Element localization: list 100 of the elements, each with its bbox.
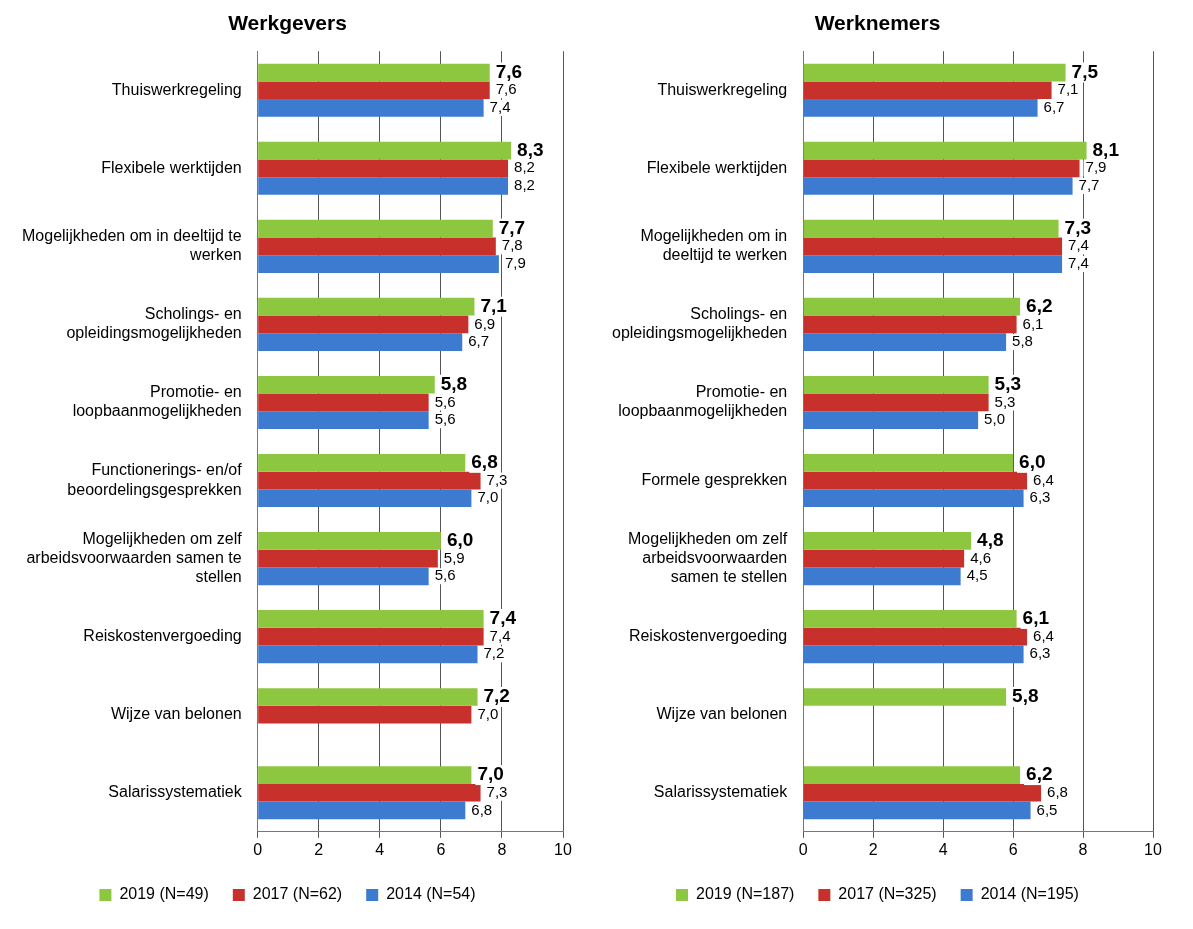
- bar: [803, 333, 1007, 351]
- x-tick-label: 10: [1144, 840, 1162, 858]
- data-label: 7,2: [483, 685, 510, 707]
- data-label: 7,1: [480, 294, 508, 316]
- data-label: 6,8: [1047, 782, 1068, 800]
- data-label: 4,5: [966, 566, 988, 584]
- bar: [258, 766, 472, 784]
- y-tick-label: Wijze van belonen: [656, 705, 788, 723]
- data-label: 7,1: [1057, 80, 1079, 98]
- data-label: 6,2: [1026, 294, 1053, 316]
- bar: [258, 333, 463, 351]
- bar: [803, 315, 1017, 334]
- data-label: 7,3: [486, 470, 508, 488]
- data-label: 7,4: [489, 626, 511, 644]
- bar: [803, 177, 1073, 195]
- bar: [258, 297, 475, 316]
- data-label: 8,2: [514, 176, 535, 194]
- bar: [258, 393, 429, 412]
- data-label: 7,3: [1064, 216, 1091, 238]
- data-label: 6,7: [1043, 98, 1065, 116]
- data-label: 5,6: [434, 566, 456, 584]
- data-label: 5,8: [440, 373, 468, 395]
- x-tick-label: 0: [253, 840, 263, 858]
- bar: [258, 219, 493, 238]
- bar: [803, 567, 961, 586]
- x-tick-label: 2: [868, 840, 878, 858]
- data-label: 6,1: [1022, 607, 1050, 629]
- data-label: 8,3: [517, 138, 544, 160]
- data-label: 6,2: [1026, 763, 1053, 785]
- y-tick-label: Scholings- en opleidingsmogelijkheden: [66, 305, 242, 342]
- bar: [803, 237, 1063, 256]
- bar: [803, 99, 1038, 117]
- bar: [258, 411, 429, 430]
- data-label: 7,4: [489, 607, 517, 629]
- data-label: 7,4: [489, 98, 511, 116]
- y-tick-label: Reiskostenvergoeding: [83, 627, 242, 645]
- bar: [258, 610, 484, 628]
- y-tick-label: Thuiswerkregeling: [111, 80, 242, 98]
- bar: [803, 489, 1024, 508]
- x-tick-label: 0: [798, 840, 808, 858]
- bar: [803, 411, 979, 430]
- data-label: 7,4: [1068, 236, 1089, 254]
- data-label: 7,2: [483, 644, 505, 662]
- bar: [258, 489, 472, 508]
- data-label: 6,4: [1033, 470, 1054, 488]
- bar: [258, 453, 466, 472]
- bar: [803, 766, 1021, 784]
- data-label: 8,2: [514, 158, 535, 176]
- legend-label: 2017 (N=62): [252, 885, 343, 903]
- data-label: 7,5: [1071, 60, 1099, 82]
- bar: [258, 81, 490, 100]
- bar: [803, 81, 1052, 100]
- x-tick-label: 2: [314, 840, 324, 858]
- data-label: 5,6: [434, 392, 456, 410]
- data-label: 7,4: [1068, 254, 1089, 272]
- bar: [803, 255, 1063, 273]
- data-label: 5,9: [443, 548, 465, 566]
- bar: [803, 159, 1080, 178]
- y-tick-label: Functionerings- en/of beoordelingsgesprekken: [67, 461, 243, 498]
- bar: [803, 801, 1031, 820]
- bar: [803, 783, 1042, 802]
- x-tick-label: 6: [1008, 840, 1018, 858]
- bar: [803, 219, 1059, 238]
- bar: [258, 801, 466, 820]
- data-label: 6,3: [1029, 644, 1051, 662]
- x-tick-label: 10: [554, 840, 572, 858]
- data-label: 7,0: [477, 704, 499, 722]
- bar: [803, 141, 1087, 160]
- data-label: 6,3: [1029, 488, 1051, 506]
- data-label: 6,7: [468, 332, 490, 350]
- data-label: 5,3: [994, 392, 1016, 410]
- bar: [258, 688, 478, 706]
- data-label: 6,0: [1019, 451, 1046, 473]
- y-tick-label: Formele gesprekken: [641, 470, 788, 488]
- data-label: 7,0: [477, 763, 504, 785]
- y-tick-label: Promotie- en loopbaanmogelijkheden: [618, 383, 788, 420]
- x-tick-label: 4: [375, 840, 385, 858]
- y-tick-label: Wijze van belonen: [110, 705, 242, 723]
- y-tick-label: Mogelijkheden om in deeltijd te werken: [22, 227, 242, 264]
- data-label: 6,4: [1033, 626, 1054, 644]
- bar: [258, 627, 484, 646]
- bar: [258, 177, 509, 195]
- bar: [803, 471, 1028, 490]
- data-label: 7,9: [1085, 158, 1107, 176]
- data-label: 6,9: [474, 314, 496, 332]
- data-label: 7,7: [1078, 176, 1100, 194]
- legend-label: 2014 (N=195): [980, 885, 1079, 903]
- bar: [258, 471, 481, 490]
- y-tick-label: Reiskostenvergoeding: [628, 627, 788, 645]
- bar: [803, 63, 1066, 82]
- data-label: 7,7: [498, 216, 526, 238]
- data-label: 4,8: [977, 529, 1004, 551]
- y-tick-label: Salarissystematiek: [108, 783, 243, 801]
- x-tick-label: 8: [497, 840, 507, 858]
- bar: [258, 375, 435, 394]
- data-label: 5,0: [984, 410, 1005, 428]
- y-tick-label: Salarissystematiek: [653, 783, 789, 801]
- bar: [258, 315, 469, 334]
- y-tick-label: Scholings- en opleidingsmogelijkheden: [612, 305, 788, 342]
- data-label: 6,0: [446, 529, 474, 551]
